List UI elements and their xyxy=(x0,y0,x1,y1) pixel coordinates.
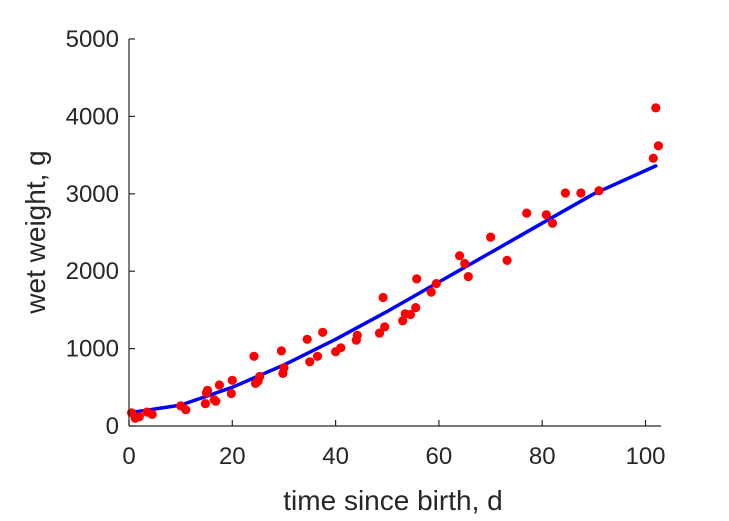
y-tick-label: 2000 xyxy=(66,258,119,285)
x-tick-label: 80 xyxy=(529,443,556,470)
data-point xyxy=(276,346,286,356)
data-point xyxy=(431,279,441,289)
data-point xyxy=(398,316,408,326)
data-point xyxy=(411,303,421,313)
data-point xyxy=(352,330,362,340)
data-point xyxy=(653,141,664,151)
data-point xyxy=(302,334,312,344)
data-point xyxy=(318,327,328,337)
y-tick-label: 3000 xyxy=(66,181,119,208)
data-point xyxy=(134,412,144,422)
fit-curve xyxy=(127,164,658,415)
data-point xyxy=(547,218,558,228)
data-point xyxy=(426,287,436,297)
data-point xyxy=(211,396,221,406)
data-point xyxy=(181,405,191,415)
data-point xyxy=(463,272,473,282)
data-point xyxy=(486,232,496,242)
data-point xyxy=(214,380,224,390)
x-tick-label: 20 xyxy=(219,443,246,470)
data-point xyxy=(502,255,512,265)
data-point xyxy=(336,343,346,353)
data-point xyxy=(455,251,465,261)
data-point xyxy=(412,274,422,284)
x-axis-label: time since birth, d xyxy=(283,485,502,516)
data-points-layer xyxy=(127,103,664,423)
data-point xyxy=(541,210,551,220)
x-tick-label: 40 xyxy=(322,443,349,470)
data-point xyxy=(594,186,604,196)
data-point xyxy=(200,399,210,409)
y-tick-label: 0 xyxy=(106,413,119,440)
x-tick-label: 100 xyxy=(625,443,665,470)
data-point xyxy=(405,309,416,320)
y-tick-label: 4000 xyxy=(66,103,119,130)
y-tick-label: 5000 xyxy=(66,26,119,53)
data-point xyxy=(226,388,236,399)
axes xyxy=(128,38,661,427)
data-point xyxy=(648,153,658,163)
data-point xyxy=(560,188,571,198)
data-point xyxy=(522,208,532,218)
data-point xyxy=(380,322,390,332)
y-tick-label: 1000 xyxy=(66,336,119,363)
data-point xyxy=(460,258,470,269)
data-point xyxy=(305,357,315,367)
data-point xyxy=(576,188,586,198)
data-point xyxy=(279,363,289,373)
data-point xyxy=(378,292,388,303)
data-point xyxy=(255,371,265,382)
data-point xyxy=(651,103,661,113)
x-tick-label: 0 xyxy=(122,443,135,470)
fit-curve-layer xyxy=(127,164,658,415)
data-point xyxy=(147,409,157,419)
y-axis-label: wet weight, g xyxy=(20,150,51,314)
data-point xyxy=(249,351,259,361)
data-point xyxy=(374,328,385,338)
x-tick-label: 60 xyxy=(426,443,453,470)
data-point xyxy=(227,375,237,385)
data-point xyxy=(312,351,323,361)
data-point xyxy=(202,385,213,395)
